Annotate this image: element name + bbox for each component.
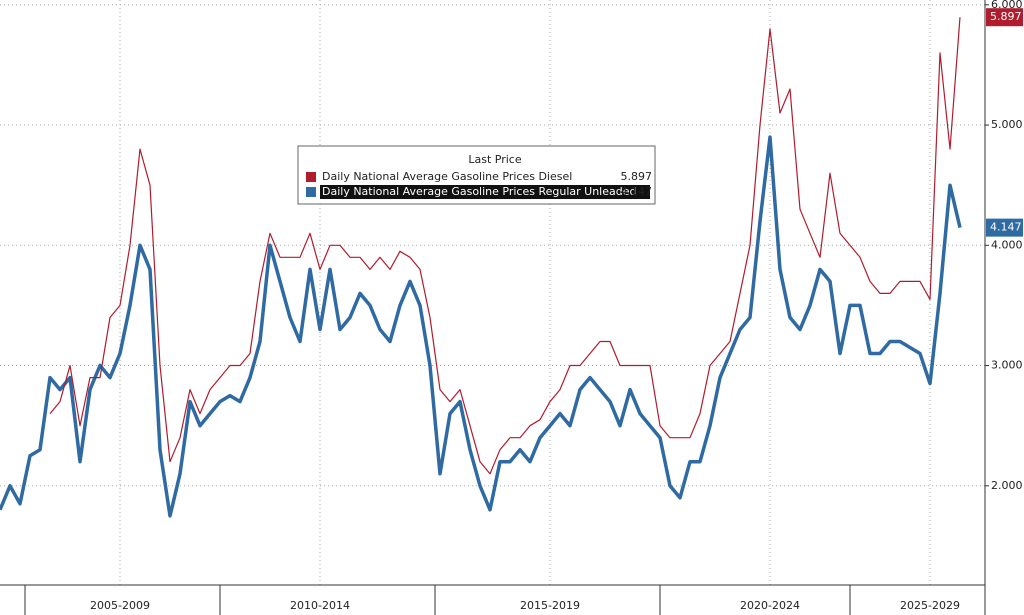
legend-title: Last Price — [468, 153, 521, 166]
y-tick-label: 2.000 — [991, 479, 1023, 492]
y-tick-label: 5.000 — [991, 118, 1023, 131]
last-value-tag — [986, 8, 1023, 27]
series-line — [0, 135, 962, 518]
legend-highlight — [320, 185, 650, 199]
last-value-label: 4.147 — [990, 221, 1022, 234]
y-tick-label: 3.000 — [991, 359, 1023, 372]
y-tick-label: 4.000 — [991, 238, 1023, 251]
last-value-label: 5.897 — [990, 10, 1022, 23]
last-value-tag — [986, 218, 1023, 237]
x-tick-label: 2010-2014 — [290, 599, 350, 612]
series-line — [49, 17, 961, 475]
legend-value: 4.147 — [621, 185, 653, 198]
legend-label: Daily National Average Gasoline Prices D… — [322, 170, 572, 183]
legend-value: 5.897 — [621, 170, 653, 183]
legend-swatch — [306, 172, 316, 182]
legend-label: Daily National Average Gasoline Prices R… — [322, 185, 636, 198]
x-tick-label: 2020-2024 — [740, 599, 800, 612]
y-tick-label: 6.000 — [991, 0, 1023, 11]
x-tick-label: 2005-2009 — [90, 599, 150, 612]
legend-swatch — [306, 187, 316, 197]
x-tick-label: 2015-2019 — [520, 599, 580, 612]
legend: Last Price Daily National Average Gasolin… — [297, 145, 656, 205]
x-tick-label: 2025-2029 — [900, 599, 960, 612]
